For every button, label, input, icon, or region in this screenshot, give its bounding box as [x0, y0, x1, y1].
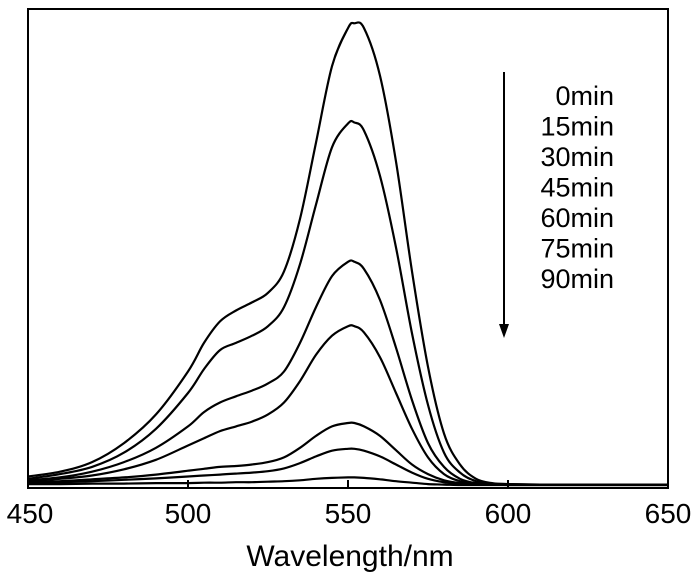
series-line-75min [27, 447, 668, 487]
x-tick-label: 550 [325, 498, 372, 529]
series-line-45min [27, 324, 668, 486]
x-tick-label: 600 [485, 498, 532, 529]
x-tick-label: 650 [645, 498, 692, 529]
legend-entry-0min: 0min [555, 81, 614, 111]
x-tick-label: 500 [165, 498, 212, 529]
x-tick-label: 450 [7, 498, 54, 529]
legend-entry-30min: 30min [540, 142, 614, 172]
legend-entry-45min: 45min [540, 173, 614, 203]
series-layer [27, 21, 668, 487]
legend-arrow-head [499, 324, 509, 338]
legend-entry-15min: 15min [540, 112, 614, 142]
legend-entry-90min: 90min [540, 264, 614, 294]
series-line-30min [27, 259, 668, 486]
series-line-90min [27, 476, 668, 487]
legend-entry-60min: 60min [540, 203, 614, 233]
x-axis: 450 500 550 600 650 [7, 480, 692, 529]
x-axis-label: Wavelength/nm [246, 540, 453, 573]
legend-entry-75min: 75min [540, 234, 614, 264]
